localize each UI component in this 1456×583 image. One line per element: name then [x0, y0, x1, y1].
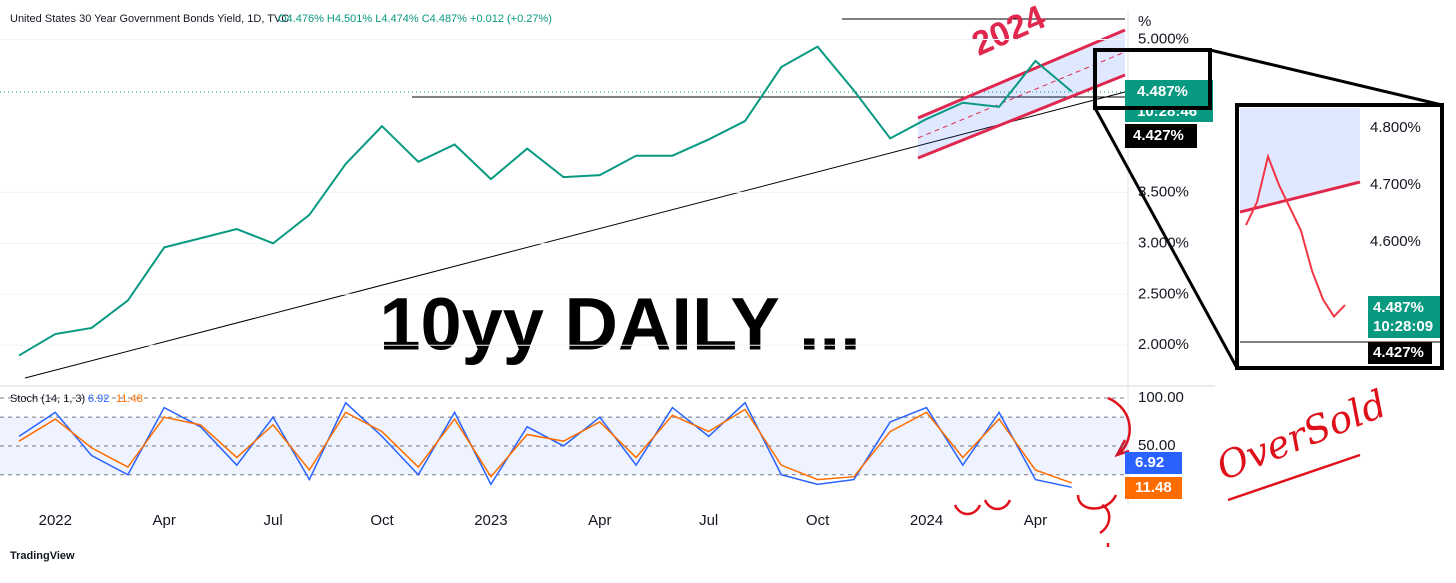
hand-marks [953, 499, 1012, 516]
y-tick-label: 4.700% [1370, 176, 1421, 193]
x-tick-label: Jul [264, 512, 283, 529]
y-tick-label: 2.000% [1138, 336, 1189, 353]
channel-line [917, 28, 1126, 120]
x-tick-label: Oct [806, 512, 830, 529]
x-tick-label: Apr [1024, 512, 1047, 529]
y-tick-label: 3.500% [1138, 183, 1189, 200]
inset-last-price-tag [1368, 296, 1440, 338]
y-tick-label: 50.00 [1138, 437, 1176, 454]
channel-fill [918, 30, 1125, 158]
legend-value: 11.48 [116, 393, 143, 405]
hand-underline [1227, 453, 1361, 502]
stoch-title: Stoch (14, 1, 3) [10, 393, 85, 405]
x-tick-label: 2022 [39, 512, 72, 529]
y-tick-label: 2.500% [1138, 285, 1189, 302]
stoch-line [18, 408, 1072, 484]
value-tag [1125, 477, 1182, 499]
y-tick-label: 3.000% [1138, 234, 1189, 251]
level-tag [1125, 124, 1197, 148]
y-tick-label: 4.600% [1370, 233, 1421, 250]
value-tag-label: 11.48 [1135, 479, 1172, 496]
logo: TradingView [10, 550, 75, 562]
value-tag-label: 6.92 [1135, 454, 1164, 471]
last-price-label: 4.487% [1137, 83, 1188, 100]
channel-mid [917, 51, 1126, 139]
big-title: 10yy DAILY ... [379, 283, 860, 366]
value-tag [1125, 452, 1182, 474]
inset-channel-fill [1240, 108, 1360, 210]
zoom-box [1093, 48, 1212, 110]
inset-countdown: 10:28:09 [1373, 318, 1433, 335]
x-tick-label: Oct [370, 512, 394, 529]
x-tick-label: 2023 [474, 512, 507, 529]
last-price-tag [1125, 80, 1213, 122]
y-tick-label: 100.00 [1138, 389, 1184, 406]
legend-value: 6.92 [88, 393, 109, 405]
x-tick-label: Apr [153, 512, 176, 529]
axis-unit: % [1138, 13, 1151, 30]
inset-channel-line [1239, 180, 1361, 214]
zoom-connector [1209, 48, 1443, 107]
x-tick-label: Apr [588, 512, 611, 529]
chart-header-title: United States 30 Year Government Bonds Y… [10, 13, 289, 25]
trend-line [24, 91, 1126, 379]
zoom-connector [1093, 107, 1239, 369]
y-tick-label: 4.800% [1370, 119, 1421, 136]
price-line [18, 45, 1073, 357]
inset-level-label: 4.427% [1373, 344, 1424, 361]
price-line [1245, 153, 1346, 319]
inset-level-tag [1368, 342, 1432, 364]
inset [1235, 103, 1444, 370]
channel-line [917, 73, 1126, 160]
countdown: 10:28:46 [1137, 103, 1197, 120]
x-tick-label: Jul [699, 512, 718, 529]
inset-last-price-label: 4.487% [1373, 299, 1424, 316]
level-label: 4.427% [1133, 127, 1184, 144]
y-tick-label: 5.000% [1138, 31, 1189, 48]
ohlc: O4.476% H4.501% L4.474% C4.487% +0.012 (… [278, 13, 552, 25]
hand-circle [1076, 494, 1118, 547]
x-tick-label: 2024 [910, 512, 943, 529]
